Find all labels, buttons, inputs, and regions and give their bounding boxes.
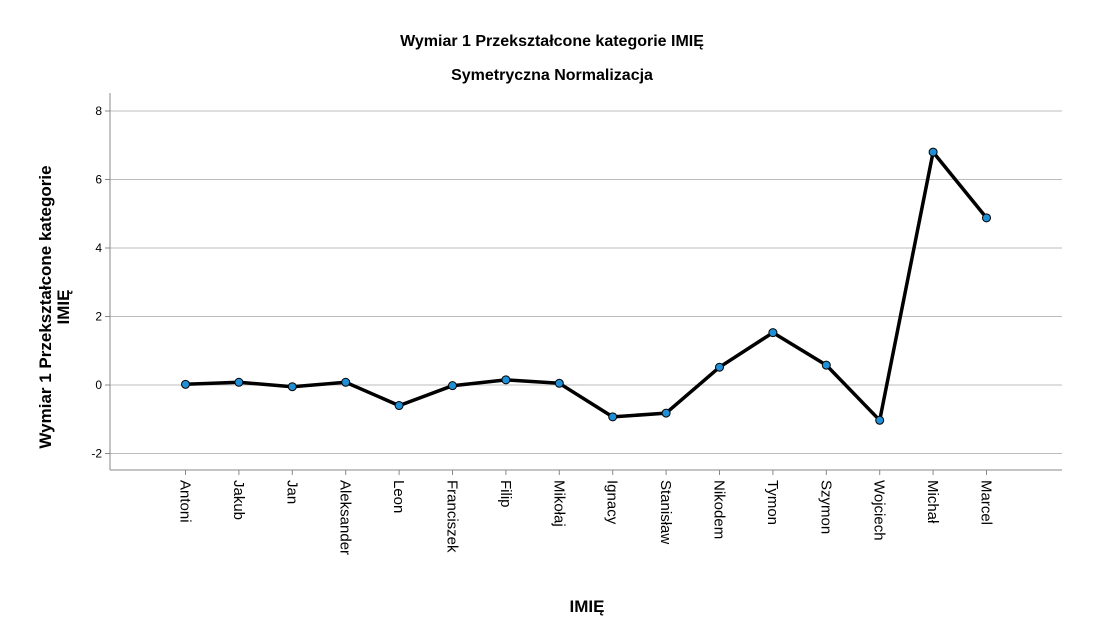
x-tick-label: Ignacy	[604, 480, 621, 525]
y-axis-ticks: -2 0 2 4 6 8	[91, 104, 110, 461]
chart-title: Wymiar 1 Przekształcone kategorie IMIĘ	[400, 33, 704, 50]
y-axis-title: Wymiar 1 Przekształcone kategorie IMIĘ	[36, 165, 73, 448]
data-point	[608, 412, 618, 422]
data-point	[715, 362, 724, 372]
data-point	[875, 415, 885, 425]
data-point	[234, 377, 244, 387]
data-point	[394, 401, 404, 411]
x-tick-label: Antoni	[177, 480, 194, 523]
y-tick-label: 4	[95, 241, 102, 255]
x-tick-label: Szymon	[817, 480, 834, 534]
x-tick-label: Marcel	[978, 480, 995, 525]
svg-text:Wymiar 1 Przekształcone katego: Wymiar 1 Przekształcone kategorie	[36, 165, 55, 448]
data-point	[554, 378, 564, 388]
data-point	[287, 382, 297, 392]
y-tick-label: 2	[95, 310, 102, 324]
x-tick-label: Jan	[283, 480, 300, 504]
x-tick-label: Aleksander	[337, 480, 354, 555]
data-point	[982, 213, 991, 223]
y-tick-label: 8	[95, 104, 102, 118]
series-group	[181, 147, 991, 425]
x-axis-title: IMIĘ	[570, 597, 605, 616]
x-tick-label: Leon	[390, 480, 407, 513]
y-tick-label: -2	[91, 447, 102, 461]
data-point	[181, 379, 190, 389]
y-tick-label: 0	[95, 378, 102, 392]
y-tick-label: 6	[95, 173, 102, 187]
chart-subtitle: Symetryczna Normalizacja	[451, 67, 653, 84]
x-tick-label: Mikołaj	[550, 480, 567, 527]
data-point	[448, 381, 457, 391]
x-tick-label: Jakub	[230, 480, 247, 520]
series-line	[185, 150, 988, 423]
data-point	[768, 328, 778, 338]
x-tick-label: Franciszek	[444, 480, 461, 553]
data-point	[661, 408, 671, 418]
x-tick-label: Michał	[924, 480, 941, 524]
data-point	[821, 360, 831, 370]
x-tick-label: Stanisław	[657, 480, 674, 544]
x-tick-label: Filip	[497, 480, 514, 508]
x-tick-label: Tymon	[764, 480, 781, 525]
data-point	[341, 377, 351, 387]
x-axis-ticks: Antoni Jakub Jan Aleksander Leon Franciszek Fi…	[177, 470, 995, 555]
data-point	[501, 375, 511, 385]
data-point	[928, 147, 938, 157]
x-tick-label: Wojciech	[871, 480, 888, 541]
svg-text:IMIĘ: IMIĘ	[54, 290, 73, 325]
x-tick-label: Nikodem	[711, 480, 728, 539]
